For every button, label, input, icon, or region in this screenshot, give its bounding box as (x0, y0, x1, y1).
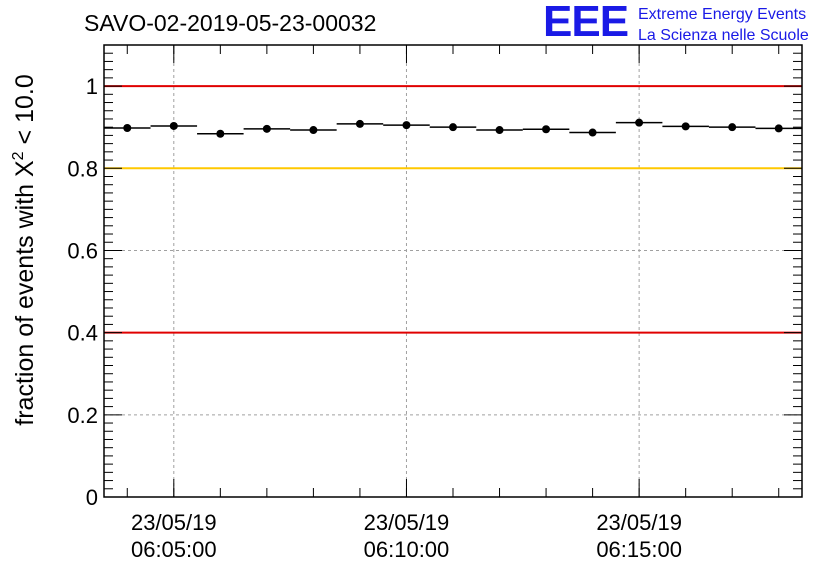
tick-labels: 00.20.40.60.8123/05/1906:05:0023/05/1906… (67, 74, 682, 562)
y-tick-label-1: 0.2 (67, 403, 98, 428)
data-point-1 (169, 121, 178, 130)
data-point-0 (123, 124, 132, 133)
x-tick-time-1: 06:10:00 (364, 537, 450, 562)
y-tick-label-5: 1 (86, 74, 98, 99)
y-tick-label-3: 0.6 (67, 238, 98, 263)
y-tick-label-4: 0.8 (67, 156, 98, 181)
data-point-5 (355, 119, 364, 128)
y-axis-label-suffix: < 10.0 (11, 74, 39, 151)
logo-tagline-1: Extreme Energy Events (638, 6, 807, 23)
data-point-14 (774, 124, 783, 133)
data-point-9 (542, 125, 551, 134)
data-point-3 (262, 124, 271, 133)
x-tick-date-1: 23/05/19 (364, 510, 450, 535)
axes (103, 44, 803, 498)
x-tick-date-0: 23/05/19 (131, 510, 217, 535)
y-axis-label: fraction of events with X2 < 10.0 (10, 74, 39, 425)
data-point-8 (495, 126, 504, 135)
data-point-4 (309, 126, 318, 135)
x-tick-time-2: 06:15:00 (596, 537, 682, 562)
data-point-12 (681, 122, 690, 131)
data-point-7 (449, 123, 457, 132)
x-tick-time-0: 06:05:00 (131, 537, 217, 562)
data-point-10 (588, 128, 597, 137)
eee-logo: EEE Extreme Energy Events La Scienza nel… (543, 0, 833, 49)
data-point-13 (728, 123, 737, 132)
y-tick-label-2: 0.4 (67, 321, 98, 346)
y-tick-label-0: 0 (86, 485, 98, 510)
reference-lines (104, 85, 802, 334)
y-axis-label-prefix: fraction of events with X (11, 160, 39, 426)
y-axis-label-superscript: 2 (10, 151, 27, 160)
plot-frame (103, 44, 803, 498)
logo-mark: EEE (543, 0, 629, 46)
data-point-2 (216, 129, 225, 138)
grid (104, 45, 802, 497)
data-point-11 (635, 118, 644, 127)
x-tick-date-2: 23/05/19 (596, 510, 682, 535)
data-series (104, 118, 802, 138)
chart-title: SAVO-02-2019-05-23-00032 (84, 10, 377, 36)
data-point-6 (402, 121, 411, 130)
logo-tagline-2: La Scienza nelle Scuole (638, 27, 809, 44)
